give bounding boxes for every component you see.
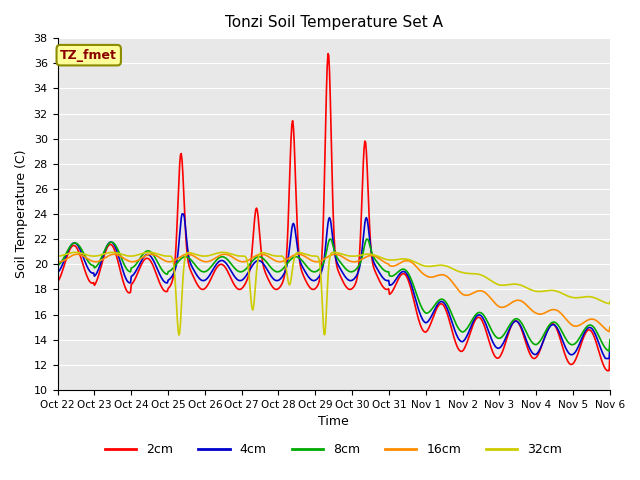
Line: 8cm: 8cm	[58, 239, 610, 351]
2cm	[402, 272, 410, 278]
16cm	[418, 270, 426, 276]
32cm	[54, 253, 61, 259]
Line: 32cm: 32cm	[58, 252, 610, 335]
4cm	[602, 356, 610, 361]
4cm	[606, 343, 614, 349]
32cm	[219, 250, 227, 255]
32cm	[606, 299, 614, 305]
8cm	[63, 248, 71, 254]
16cm	[177, 254, 184, 260]
4cm	[418, 315, 426, 321]
8cm	[605, 348, 613, 354]
4cm	[120, 272, 128, 278]
4cm	[63, 249, 71, 255]
Title: Tonzi Soil Temperature Set A: Tonzi Soil Temperature Set A	[225, 15, 443, 30]
8cm	[177, 256, 184, 262]
Y-axis label: Soil Temperature (C): Soil Temperature (C)	[15, 150, 28, 278]
16cm	[606, 324, 614, 330]
4cm	[178, 211, 186, 217]
16cm	[63, 255, 71, 261]
8cm	[54, 263, 61, 268]
4cm	[207, 271, 214, 277]
8cm	[418, 305, 426, 311]
16cm	[402, 258, 410, 264]
16cm	[120, 256, 128, 262]
Text: TZ_fmet: TZ_fmet	[60, 48, 117, 61]
16cm	[605, 329, 613, 335]
32cm	[175, 332, 183, 338]
32cm	[403, 256, 410, 262]
32cm	[120, 252, 128, 258]
16cm	[331, 252, 339, 257]
16cm	[54, 259, 61, 264]
8cm	[326, 236, 334, 242]
8cm	[120, 262, 128, 268]
X-axis label: Time: Time	[318, 415, 349, 428]
4cm	[54, 270, 61, 276]
16cm	[206, 258, 214, 264]
2cm	[63, 252, 71, 258]
2cm	[54, 279, 61, 285]
32cm	[419, 263, 426, 268]
Line: 2cm: 2cm	[58, 54, 610, 371]
8cm	[606, 337, 614, 343]
4cm	[402, 270, 410, 276]
8cm	[402, 267, 410, 273]
4cm	[177, 223, 184, 229]
8cm	[206, 265, 214, 271]
2cm	[418, 325, 426, 331]
2cm	[177, 152, 184, 158]
Line: 16cm: 16cm	[58, 254, 610, 332]
2cm	[120, 282, 128, 288]
2cm	[324, 51, 332, 57]
Line: 4cm: 4cm	[58, 214, 610, 359]
32cm	[63, 251, 71, 257]
2cm	[206, 278, 214, 284]
Legend: 2cm, 4cm, 8cm, 16cm, 32cm: 2cm, 4cm, 8cm, 16cm, 32cm	[100, 438, 567, 461]
32cm	[207, 252, 214, 258]
2cm	[605, 368, 612, 373]
32cm	[177, 307, 185, 313]
2cm	[606, 349, 614, 355]
